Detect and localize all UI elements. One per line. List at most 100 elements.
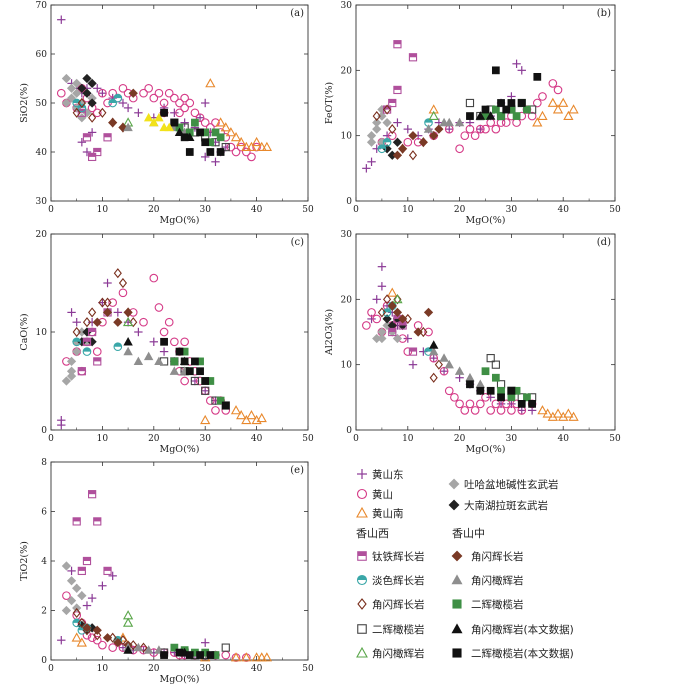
y-tick-label: 10 — [341, 132, 353, 142]
data-point — [393, 85, 402, 95]
data-point — [92, 317, 102, 327]
legend-marker — [357, 469, 367, 479]
data-point — [123, 346, 133, 356]
x-tick-label: 0 — [48, 205, 54, 215]
data-point — [123, 103, 133, 113]
x-tick-label: 10 — [402, 205, 414, 215]
data-point — [434, 124, 444, 134]
data-points — [362, 40, 579, 173]
data-point — [517, 66, 526, 75]
data-point — [149, 93, 159, 103]
data-point — [175, 108, 184, 118]
data-point — [382, 314, 392, 324]
data-point — [57, 15, 66, 24]
x-tick-label: 50 — [302, 434, 314, 444]
data-point — [129, 317, 138, 328]
data-point — [118, 635, 128, 646]
x-axis-label: MgO(%) — [465, 444, 505, 455]
panel-label: (c) — [291, 237, 305, 248]
data-point — [392, 333, 403, 344]
data-point — [236, 409, 247, 420]
data-point — [470, 131, 480, 140]
data-point — [537, 110, 548, 120]
data-point — [485, 111, 496, 120]
data-point — [261, 141, 273, 152]
data-point — [221, 650, 231, 660]
data-point — [470, 406, 480, 415]
legend-label: 角闪辉长岩 — [471, 550, 524, 563]
data-point — [82, 88, 92, 98]
data-point — [465, 399, 475, 409]
data-point — [196, 651, 204, 659]
data-point — [413, 327, 423, 337]
x-tick-label: 20 — [454, 205, 466, 215]
data-point — [103, 566, 112, 576]
data-point — [392, 137, 403, 147]
data-point — [196, 367, 204, 376]
data-point — [392, 307, 403, 318]
data-point — [201, 386, 210, 395]
x-tick-label: 20 — [148, 205, 160, 215]
data-point — [195, 113, 205, 122]
data-point — [149, 337, 158, 346]
data-point — [418, 137, 428, 147]
data-point — [66, 83, 77, 93]
data-point — [57, 636, 66, 645]
data-point — [206, 396, 215, 405]
y-tick-label: 30 — [341, 1, 353, 11]
data-point — [93, 517, 102, 526]
x-tick-label: 40 — [251, 434, 263, 444]
data-point — [185, 367, 194, 376]
data-point — [77, 108, 86, 117]
data-point — [450, 393, 459, 402]
data-point — [77, 617, 86, 628]
data-point — [195, 113, 205, 123]
data-point — [200, 118, 210, 127]
data-point — [92, 108, 102, 118]
data-point — [501, 399, 511, 409]
legend-marker — [452, 648, 462, 658]
x-tick-label: 0 — [353, 434, 359, 444]
data-point — [77, 591, 87, 601]
data-point — [481, 367, 490, 376]
data-point — [236, 142, 246, 152]
data-point — [201, 377, 210, 385]
x-tick-label: 10 — [97, 434, 109, 444]
data-point — [180, 357, 189, 366]
y-tick-label: 20 — [36, 230, 48, 240]
data-point — [77, 367, 86, 376]
data-point — [397, 144, 408, 154]
data-point — [82, 623, 92, 633]
y-axis-label: CaO(%) — [19, 313, 30, 350]
data-point — [170, 357, 179, 366]
data-point — [247, 152, 256, 162]
data-point — [180, 93, 189, 103]
legend-item: 吐哈盆地碱性玄武岩 — [448, 478, 559, 491]
data-point — [185, 148, 194, 156]
data-point — [72, 78, 82, 89]
data-point — [61, 73, 72, 84]
data-point — [61, 98, 72, 108]
legend-marker — [356, 506, 368, 518]
data-point — [169, 366, 180, 375]
data-point — [216, 133, 225, 142]
data-point — [547, 97, 558, 107]
data-point — [408, 347, 418, 356]
data-point — [66, 371, 77, 381]
data-point — [149, 117, 159, 127]
data-point — [87, 593, 97, 603]
data-point — [180, 103, 189, 113]
data-point — [377, 144, 387, 154]
data-point — [428, 110, 439, 120]
data-point — [475, 379, 486, 388]
panel-label: (e) — [290, 465, 304, 476]
data-point — [388, 98, 397, 108]
data-point — [160, 651, 168, 659]
data-point — [159, 98, 169, 108]
data-point — [211, 406, 220, 415]
data-point — [113, 93, 123, 103]
y-axis-label: SiO2(%) — [19, 83, 30, 123]
data-points — [57, 268, 267, 430]
